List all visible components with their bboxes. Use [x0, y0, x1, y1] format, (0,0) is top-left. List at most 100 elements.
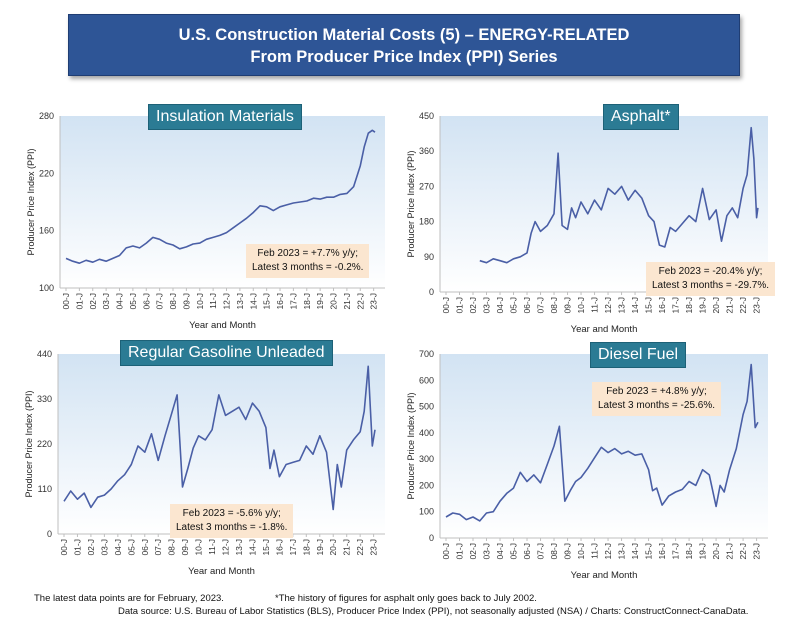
asphalt-x-tick-label: 23-J — [752, 297, 762, 314]
diesel-chart-note: Feb 2023 = +4.8% y/y; Latest 3 months = … — [592, 382, 722, 416]
gasoline-chart-title: Regular Gasoline Unleaded — [120, 340, 333, 366]
insulation-y-tick-label: 160 — [39, 226, 54, 236]
insulation-x-tick-label: 02-J — [88, 293, 98, 310]
diesel-x-tick-label: 12-J — [603, 543, 613, 560]
insulation-chart: 100 160 220 280 00-J 01-J 02-J 03-J 04-J 05-J 06-J… — [20, 104, 400, 331]
insulation-x-tick-label: 20-J — [329, 293, 339, 310]
insulation-y-tick-label: 100 — [39, 283, 54, 293]
asphalt-x-axis-label: Year and Month — [571, 324, 638, 335]
gasoline-x-tick-label: 19-J — [315, 539, 325, 556]
gasoline-chart: 0 110 220 330 440 00-J 01-J 02-J 03-J 04-J 05-J 06-… — [20, 340, 400, 578]
insulation-series-line — [65, 129, 376, 264]
asphalt-x-tick-label: 08-J — [549, 297, 559, 314]
asphalt-y-tick-label: 180 — [419, 217, 434, 227]
asphalt-series-line — [479, 126, 759, 264]
gasoline-x-tick-label: 03-J — [99, 539, 109, 556]
gasoline-x-tick-label: 00-J — [59, 539, 69, 556]
diesel-chart-svg: 0 100 200 300 400 500 600 700 00-J 01-J 02-J 03-J 04… — [406, 349, 768, 581]
diesel-x-tick-label: 23-J — [752, 543, 762, 560]
diesel-x-axis-label: Year and Month — [571, 570, 638, 581]
asphalt-y-tick-label: 90 — [424, 252, 434, 262]
gasoline-y-tick-label: 0 — [47, 529, 52, 539]
diesel-y-tick-label: 700 — [419, 349, 434, 359]
gasoline-x-tick-label: 21-J — [342, 539, 352, 556]
asphalt-x-tick-label: 10-J — [576, 297, 586, 314]
asphalt-x-tick-label: 21-J — [725, 297, 735, 314]
insulation-x-tick-label: 04-J — [115, 293, 125, 310]
gasoline-x-tick-label: 04-J — [113, 539, 123, 556]
diesel-x-tick-label: 09-J — [563, 543, 573, 560]
insulation-y-tick-label: 220 — [39, 168, 54, 178]
gasoline-note-line2: Latest 3 months = -1.8%. — [176, 522, 288, 533]
diesel-x-tick-label: 01-J — [455, 543, 465, 560]
diesel-x-tick-label: 18-J — [684, 543, 694, 560]
diesel-x-tick-label: 00-J — [441, 543, 451, 560]
asphalt-chart-note: Feb 2023 = -20.4% y/y; Latest 3 months =… — [646, 262, 776, 296]
main-subtitle: From Producer Price Index (PPI) Series — [250, 48, 558, 66]
diesel-x-tick-label: 21-J — [725, 543, 735, 560]
asphalt-x-tick-label: 07-J — [536, 297, 546, 314]
gasoline-y-axis-label: Producer Price Index (PPI) — [24, 390, 34, 497]
gasoline-x-tick-label: 20-J — [328, 539, 338, 556]
gasoline-note-line1: Feb 2023 = -5.6% y/y; — [182, 508, 281, 519]
diesel-x-tick-label: 22-J — [738, 543, 748, 560]
diesel-x-tick-label: 04-J — [495, 543, 505, 560]
asphalt-x-tick-label: 17-J — [671, 297, 681, 314]
diesel-x-tick-label: 17-J — [671, 543, 681, 560]
gasoline-x-tick-label: 06-J — [140, 539, 150, 556]
diesel-x-tick-label: 02-J — [468, 543, 478, 560]
main-title: U.S. Construction Material Costs (5) – E… — [178, 26, 630, 44]
diesel-x-tick-label: 20-J — [711, 543, 721, 560]
gasoline-y-tick-label: 220 — [37, 439, 52, 449]
diesel-x-tick-label: 06-J — [522, 543, 532, 560]
insulation-chart-svg: 100 160 220 280 00-J 01-J 02-J 03-J 04-J 05-J 06-J… — [26, 111, 385, 331]
insulation-x-tick-label: 15-J — [262, 293, 272, 310]
asphalt-x-tick-label: 16-J — [657, 297, 667, 314]
insulation-x-tick-label: 00-J — [61, 293, 71, 310]
insulation-x-tick-label: 08-J — [168, 293, 178, 310]
gasoline-y-tick-label: 330 — [37, 394, 52, 404]
diesel-x-tick-label: 16-J — [657, 543, 667, 560]
insulation-x-tick-label: 17-J — [288, 293, 298, 310]
title-banner: U.S. Construction Material Costs (5) – E… — [68, 14, 740, 76]
asphalt-x-tick-label: 01-J — [455, 297, 465, 314]
diesel-x-tick-label: 08-J — [549, 543, 559, 560]
asphalt-x-tick-label: 13-J — [617, 297, 627, 314]
diesel-y-tick-label: 600 — [419, 375, 434, 385]
asphalt-y-tick-label: 270 — [419, 181, 434, 191]
diesel-x-tick-label: 19-J — [698, 543, 708, 560]
gasoline-y-tick-label: 440 — [37, 349, 52, 359]
diesel-x-tick-label: 05-J — [509, 543, 519, 560]
diesel-y-tick-label: 0 — [429, 533, 434, 543]
insulation-x-tick-label: 23-J — [369, 293, 379, 310]
insulation-x-tick-label: 19-J — [315, 293, 325, 310]
gasoline-y-tick-label: 110 — [38, 484, 52, 494]
asphalt-x-tick-label: 20-J — [711, 297, 721, 314]
diesel-y-tick-label: 500 — [419, 402, 434, 412]
asphalt-x-tick-label: 09-J — [563, 297, 573, 314]
asphalt-x-tick-label: 22-J — [738, 297, 748, 314]
diesel-y-axis-label: Producer Price Index (PPI) — [406, 392, 416, 499]
asphalt-chart-title: Asphalt* — [603, 104, 679, 130]
insulation-x-tick-label: 12-J — [222, 293, 232, 310]
insulation-y-tick-label: 280 — [39, 111, 54, 121]
insulation-x-tick-label: 16-J — [275, 293, 285, 310]
gasoline-chart-svg: 0 110 220 330 440 00-J 01-J 02-J 03-J 04-J 05-J 06-… — [24, 349, 385, 577]
diesel-series-line — [445, 363, 759, 522]
diesel-x-tick-label: 11-J — [590, 543, 600, 559]
diesel-x-tick-label: 03-J — [482, 543, 492, 560]
asphalt-note-line2: Latest 3 months = -29.7%. — [652, 280, 770, 291]
gasoline-x-tick-label: 09-J — [180, 539, 190, 556]
diesel-x-tick-label: 13-J — [617, 543, 627, 560]
insulation-x-tick-label: 22-J — [355, 293, 365, 310]
asphalt-y-tick-label: 450 — [419, 111, 434, 121]
diesel-y-tick-label: 300 — [419, 454, 434, 464]
insulation-x-tick-label: 14-J — [248, 293, 258, 310]
gasoline-x-tick-label: 07-J — [153, 539, 163, 556]
asphalt-y-axis-label: Producer Price Index (PPI) — [406, 150, 416, 257]
asphalt-x-tick-label: 02-J — [468, 297, 478, 314]
gasoline-x-tick-label: 17-J — [288, 539, 298, 556]
gasoline-x-tick-label: 16-J — [274, 539, 284, 556]
insulation-x-tick-label: 13-J — [235, 293, 245, 310]
